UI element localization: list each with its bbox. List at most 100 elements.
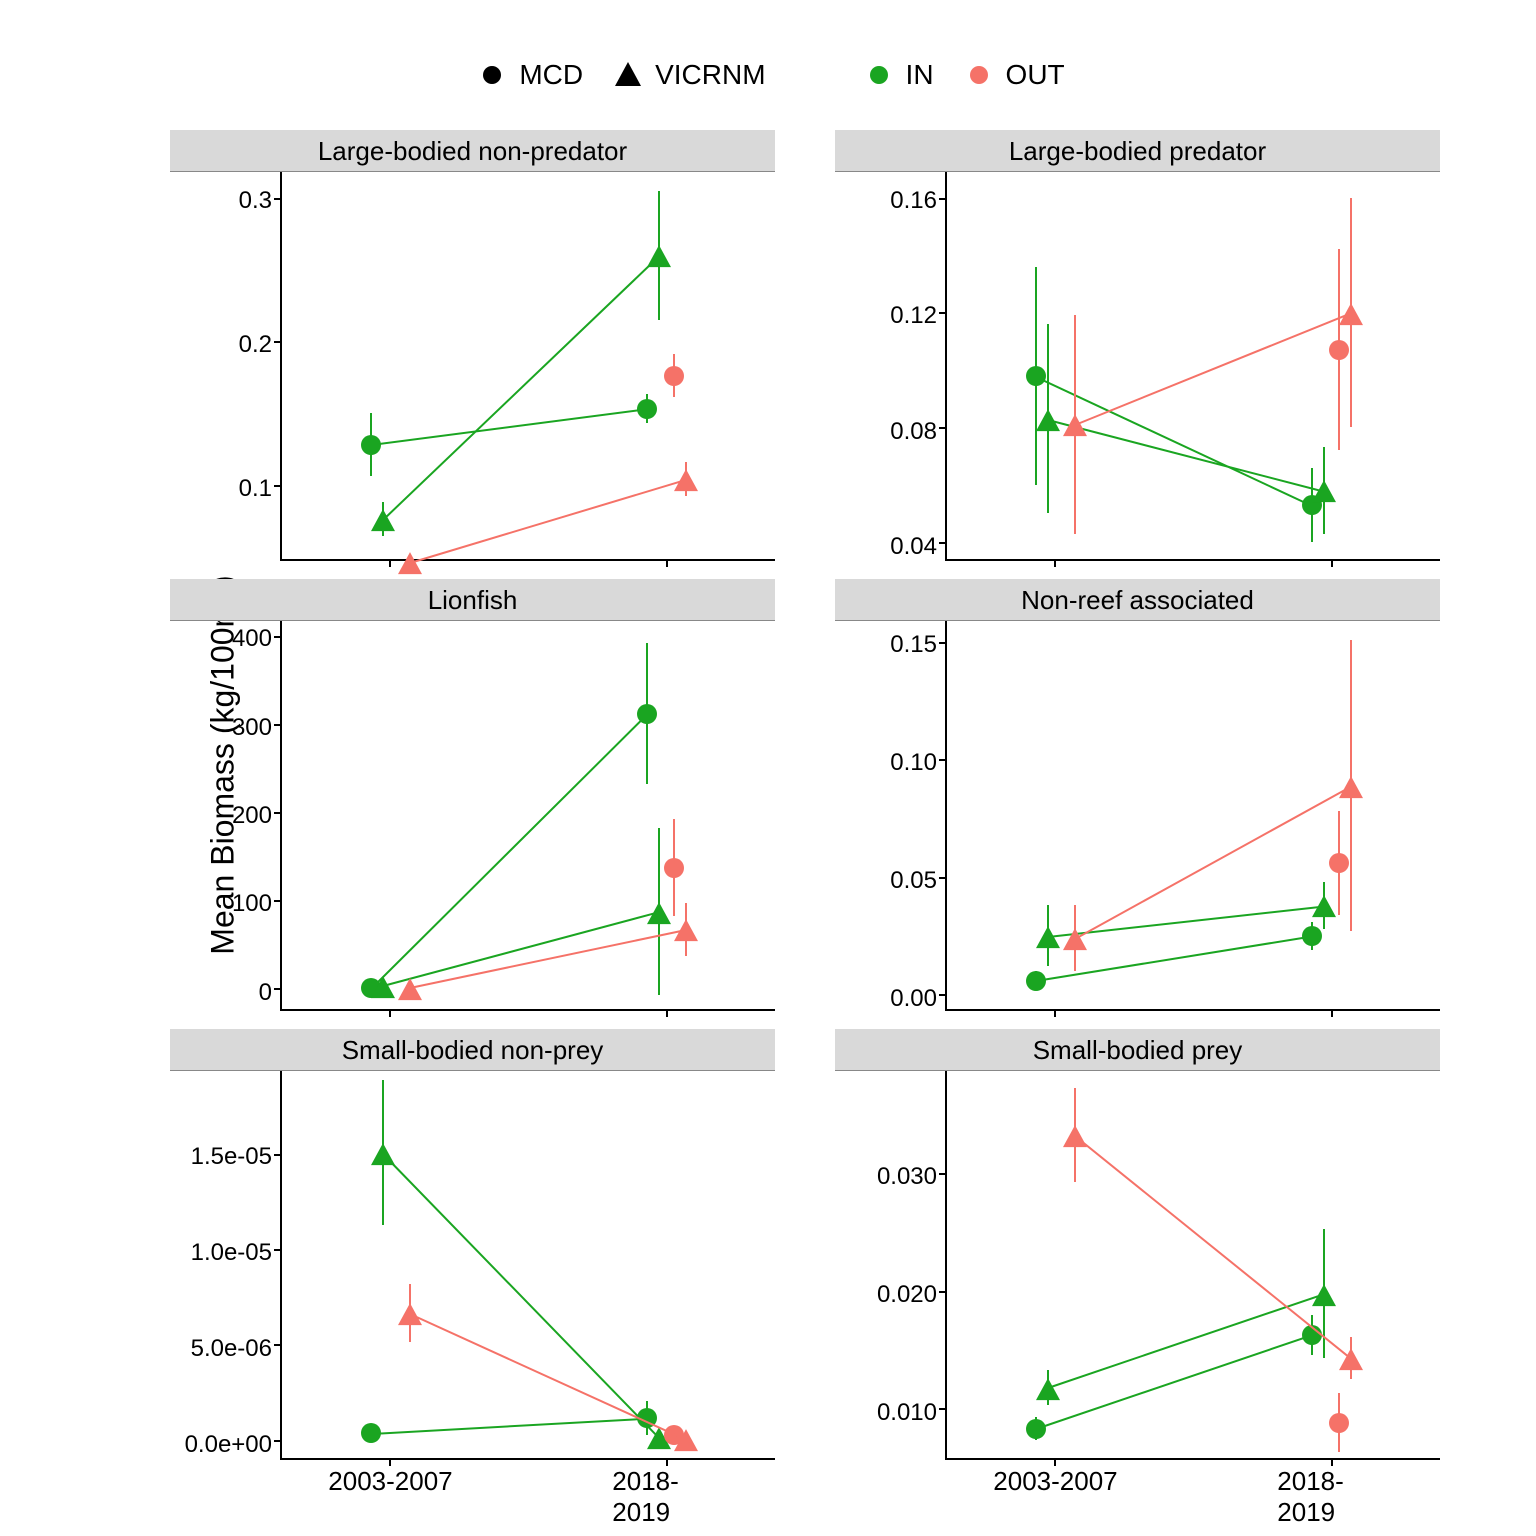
x-labels: 2003-20072018-2019	[282, 1460, 775, 1500]
panel: Non-reef associated0.000.050.100.15	[835, 579, 1440, 1010]
x-tick-mark	[1331, 559, 1333, 567]
y-tick-label: 0.15	[837, 631, 937, 659]
plot-area	[280, 172, 775, 561]
plot-wrap: 0100200300400	[170, 621, 775, 1010]
point-circle	[1026, 971, 1046, 991]
legend-color-in: IN	[862, 58, 934, 92]
panel: Large-bodied non-predator0.10.20.3	[170, 130, 775, 561]
point-circle	[361, 1423, 381, 1443]
legend-shape-vicrnm: VICRNM	[611, 58, 765, 92]
point-circle	[1329, 340, 1349, 360]
y-tick-mark	[939, 994, 947, 996]
series-line	[1048, 419, 1325, 493]
point-circle	[664, 858, 684, 878]
x-tick-label: 2018-2019	[1277, 1466, 1385, 1528]
point-triangle	[1339, 303, 1363, 325]
series-line	[1048, 1294, 1325, 1390]
point-circle	[664, 366, 684, 386]
x-tick-mark	[1054, 1009, 1056, 1017]
x-tick-mark	[1331, 1009, 1333, 1017]
point-triangle	[398, 1303, 422, 1325]
series-line	[371, 409, 647, 447]
y-tick-label: 0	[172, 979, 272, 1007]
y-tick-label: 0.020	[837, 1281, 937, 1309]
panel-grid: Large-bodied non-predator0.10.20.3Large-…	[170, 130, 1440, 1460]
point-triangle	[1063, 415, 1087, 437]
y-tick-mark	[274, 988, 282, 990]
point-triangle	[674, 1429, 698, 1451]
y-tick-label: 0.030	[837, 1163, 937, 1191]
panel: Small-bodied prey 0.010 0.020 0.030 2003-200…	[835, 1029, 1440, 1460]
y-tick-mark	[274, 1440, 282, 1442]
legend: MCD VICRNM IN OUT	[90, 40, 1450, 110]
y-tick-mark	[939, 542, 947, 544]
y-tick-mark	[939, 198, 947, 200]
point-triangle	[1312, 895, 1336, 917]
x-tick-mark	[389, 1458, 391, 1466]
y-tick-mark	[274, 1154, 282, 1156]
y-ticks: 0.000.050.100.15	[835, 621, 945, 1010]
y-ticks: 0.040.080.120.16	[835, 172, 945, 561]
y-tick-mark	[939, 312, 947, 314]
y-ticks: 0100200300400	[170, 621, 280, 1010]
y-tick-label: 0.04	[837, 533, 937, 561]
point-circle	[1329, 1413, 1349, 1433]
point-triangle	[398, 978, 422, 1000]
y-tick-mark	[274, 724, 282, 726]
series-line	[1075, 313, 1352, 427]
point-triangle	[371, 509, 395, 531]
point-triangle	[1339, 776, 1363, 798]
series-line	[1048, 905, 1324, 937]
point-circle	[1026, 366, 1046, 386]
y-tick-label: 0.0e+00	[172, 1431, 272, 1459]
legend-shape-mcd: MCD	[475, 58, 583, 92]
panel-title: Small-bodied prey	[835, 1029, 1440, 1071]
plot-area: 2003-20072018-2019	[280, 1071, 775, 1460]
y-tick-mark	[274, 812, 282, 814]
legend-color-out: OUT	[962, 58, 1065, 92]
y-tick-label: 0.010	[837, 1399, 937, 1427]
y-tick-label: 0.05	[837, 867, 937, 895]
y-tick-mark	[939, 1173, 947, 1175]
series-line	[1035, 376, 1312, 507]
y-tick-mark	[939, 1291, 947, 1293]
panel: Small-bodied non-prey0.0e+005.0e-061.0e-…	[170, 1029, 775, 1460]
point-triangle	[674, 469, 698, 491]
point-circle	[1329, 853, 1349, 873]
x-tick-label: 2003-2007	[993, 1466, 1117, 1497]
x-tick-label: 2003-2007	[328, 1466, 452, 1497]
plot-wrap: 0.0e+005.0e-061.0e-051.5e-052003-2007201…	[170, 1071, 775, 1460]
y-tick-mark	[274, 636, 282, 638]
x-tick-label: 2018-2019	[612, 1466, 720, 1528]
point-circle	[1302, 926, 1322, 946]
y-tick-mark	[274, 341, 282, 343]
plot-area	[280, 621, 775, 1010]
point-triangle	[647, 245, 671, 267]
legend-label: VICRNM	[655, 59, 765, 91]
y-tick-label: 0.12	[837, 302, 937, 330]
plot-area	[945, 621, 1440, 1010]
series-line	[410, 479, 687, 564]
series-line	[370, 714, 647, 990]
panel-title: Non-reef associated	[835, 579, 1440, 621]
y-tick-label: 1.0e-05	[172, 1239, 272, 1267]
y-tick-mark	[939, 759, 947, 761]
plot-wrap: 0.10.20.3	[170, 172, 775, 561]
series-line	[410, 1313, 687, 1441]
y-tick-mark	[274, 900, 282, 902]
y-tick-label: 0.3	[172, 187, 272, 215]
legend-label: OUT	[1006, 59, 1065, 91]
x-tick-mark	[666, 1009, 668, 1017]
x-tick-mark	[1054, 1458, 1056, 1466]
panel-title: Small-bodied non-prey	[170, 1029, 775, 1071]
panel: Lionfish0100200300400	[170, 579, 775, 1010]
y-tick-label: 400	[172, 625, 272, 653]
biomass-figure: MCD VICRNM IN OUT Mean Biomass (kg/100m2…	[90, 40, 1450, 1490]
x-tick-mark	[389, 559, 391, 567]
plot-area: 2003-20072018-2019	[945, 1071, 1440, 1460]
y-tick-mark	[274, 1344, 282, 1346]
series-line	[383, 912, 660, 988]
point-triangle	[1036, 409, 1060, 431]
point-circle	[1026, 1419, 1046, 1439]
point-circle	[637, 704, 657, 724]
